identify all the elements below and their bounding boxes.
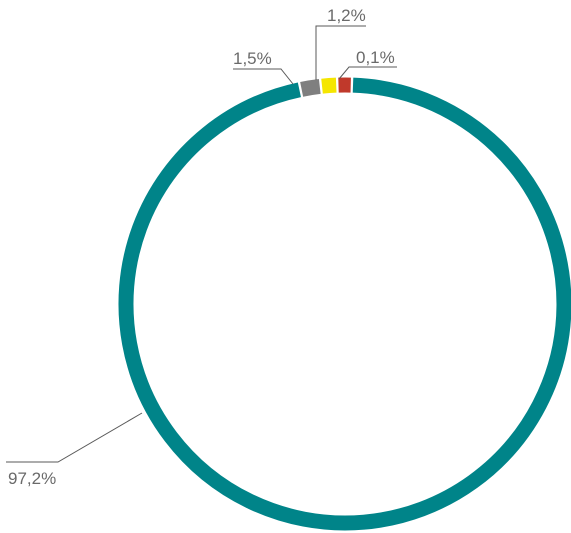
donut-slice-0 xyxy=(118,77,571,531)
donut-slice-1 xyxy=(300,79,321,97)
slice-label-2: 1,2% xyxy=(327,6,366,25)
slice-label-group-0: 97,2% xyxy=(6,412,143,488)
donut-ring xyxy=(118,77,571,531)
leader-line-1 xyxy=(233,68,294,85)
slice-label-3: 0,1% xyxy=(356,48,395,67)
leader-line-3 xyxy=(338,66,397,80)
slice-label-group-1: 1,5% xyxy=(233,49,294,85)
leader-line-2 xyxy=(315,25,366,80)
slice-label-1: 1,5% xyxy=(233,49,272,68)
slice-label-group-2: 1,2% xyxy=(315,6,366,80)
slice-label-0: 97,2% xyxy=(8,469,56,488)
donut-slice-2 xyxy=(321,77,337,94)
slice-label-group-3: 0,1% xyxy=(338,48,397,80)
leader-line-0 xyxy=(6,412,143,463)
